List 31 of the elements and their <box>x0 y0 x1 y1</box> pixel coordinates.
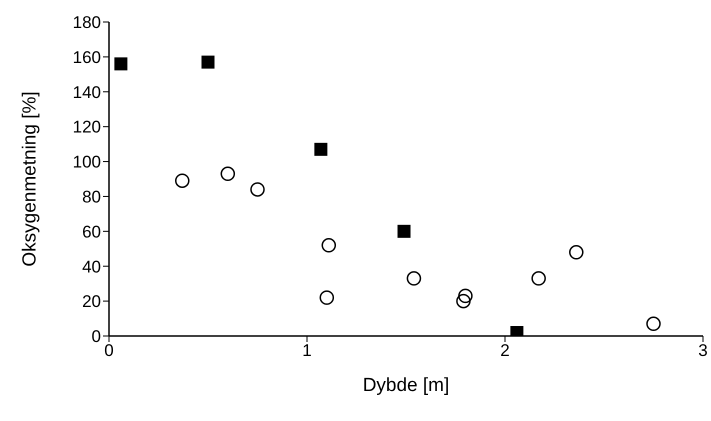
y-tick-label: 60 <box>82 222 101 242</box>
y-tick-label: 40 <box>82 257 101 276</box>
point <box>569 245 584 260</box>
x-tick-label: 3 <box>698 341 708 360</box>
y-tick-label: 120 <box>72 118 101 137</box>
y-axis-title: Oksygenmetning [%] <box>20 91 40 267</box>
y-tick-label: 20 <box>82 292 101 312</box>
y-tick-label: 180 <box>72 13 101 32</box>
x-tick-label: 2 <box>500 341 510 360</box>
y-tick-label: 80 <box>82 187 101 206</box>
point <box>202 56 214 69</box>
point <box>320 290 334 305</box>
point <box>531 271 546 286</box>
y-tick-label: 160 <box>72 48 101 67</box>
x-axis-title: Dybde [m] <box>362 375 450 396</box>
point <box>220 166 236 182</box>
point <box>406 271 422 286</box>
point <box>458 288 473 304</box>
point <box>322 238 336 253</box>
point <box>250 182 265 197</box>
point <box>314 142 328 156</box>
x-tick-label: 0 <box>104 341 114 360</box>
point <box>646 316 661 332</box>
y-tick-label: 100 <box>72 152 101 172</box>
point <box>398 224 411 238</box>
point <box>456 294 471 308</box>
point <box>114 57 128 70</box>
point <box>175 173 190 188</box>
x-tick-label: 1 <box>302 341 312 360</box>
y-tick-label: 0 <box>92 327 101 346</box>
y-tick-label: 140 <box>72 82 101 102</box>
